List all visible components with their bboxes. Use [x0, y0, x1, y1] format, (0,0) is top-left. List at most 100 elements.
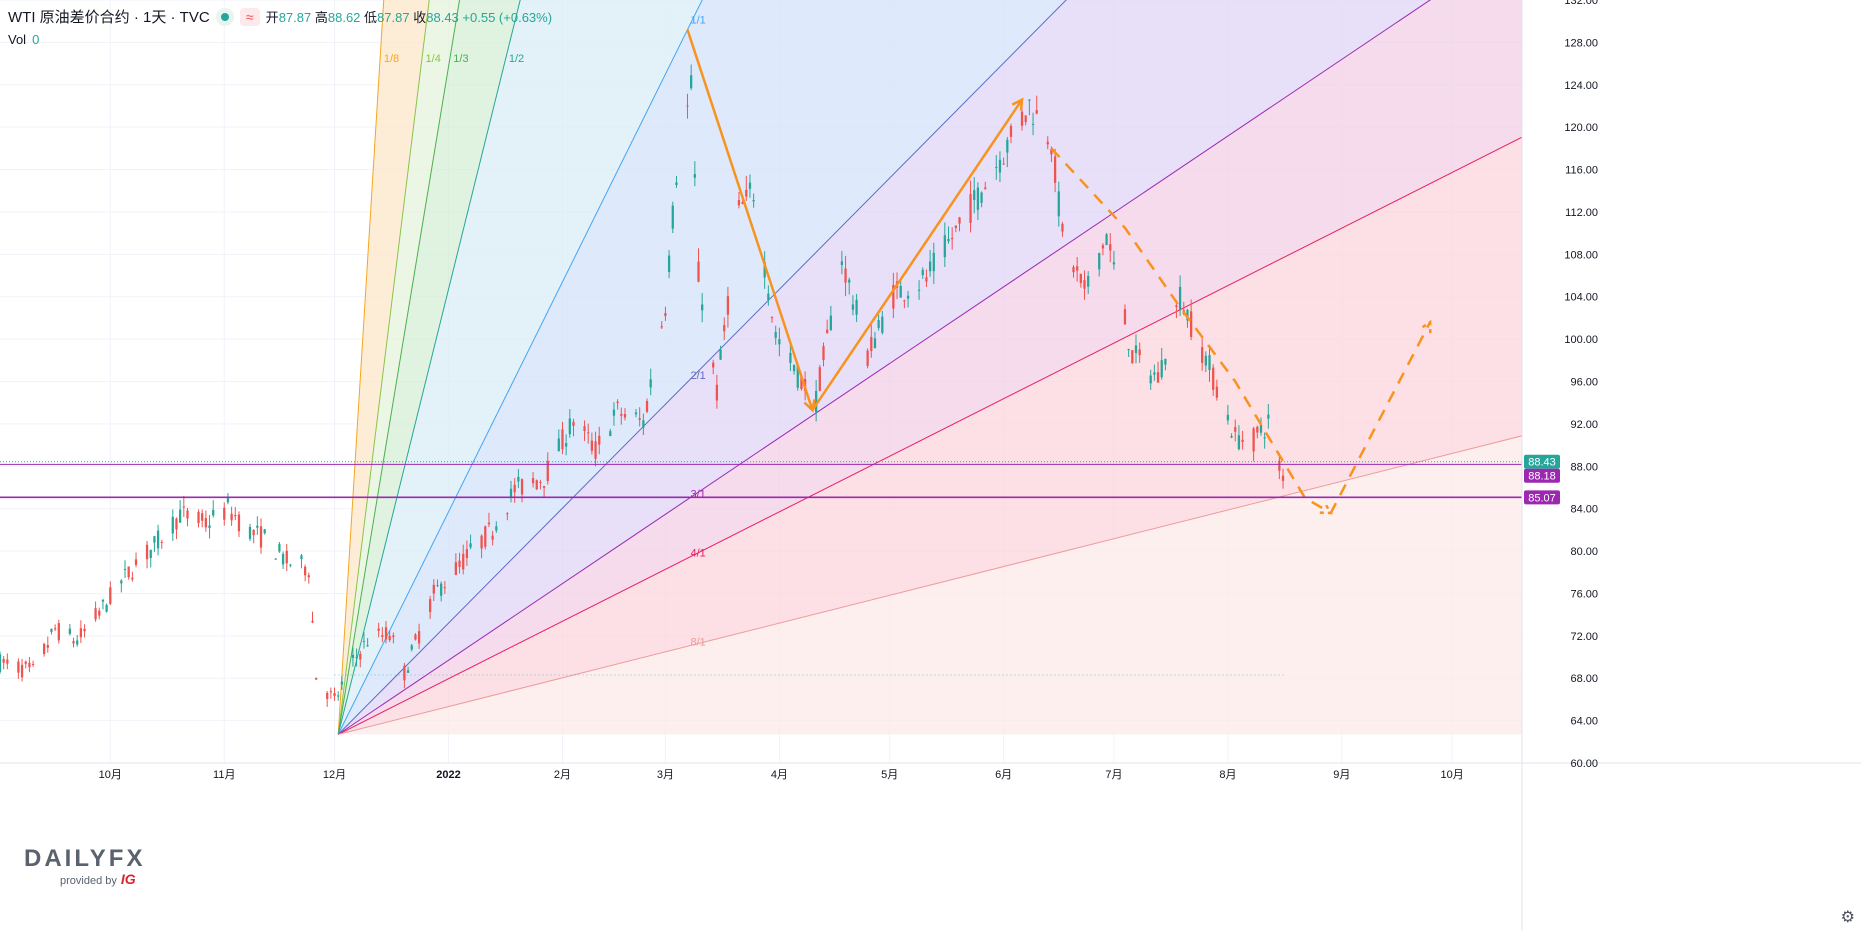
candle-body	[57, 623, 60, 641]
candle-body	[315, 677, 318, 680]
candle-body	[770, 317, 774, 319]
candle-body	[1131, 350, 1134, 364]
candle-body	[1134, 345, 1138, 354]
candle-body	[664, 313, 667, 317]
candle-body	[1189, 311, 1193, 337]
low-value: 87.87	[377, 10, 410, 25]
vol-value: 0	[32, 32, 40, 47]
candle-body	[1020, 111, 1024, 126]
wave-icon[interactable]: ≈	[239, 7, 260, 26]
candle-body	[903, 300, 906, 302]
gann-ray-label: 8/1	[690, 637, 705, 649]
candle-body	[307, 575, 310, 578]
candle-body	[465, 549, 469, 559]
candle-body	[1237, 435, 1241, 450]
trend-arrow-head	[803, 399, 816, 413]
candle-body	[686, 105, 689, 107]
candle-body	[94, 608, 97, 620]
candle-body	[28, 662, 31, 668]
candle-body	[1123, 309, 1127, 325]
candle-body	[723, 325, 726, 332]
candle-body	[590, 440, 594, 451]
candle-body	[539, 482, 542, 484]
candle-body	[248, 526, 252, 539]
market-status-icon[interactable]	[215, 7, 234, 26]
candle-body	[333, 693, 336, 696]
candle-body	[789, 352, 792, 363]
candle-body	[719, 349, 722, 360]
gann-ray	[337, 0, 703, 735]
candle-body	[690, 75, 693, 89]
candle-body	[928, 261, 932, 272]
candle-body	[542, 485, 546, 488]
gann-ray-label: 1/8	[384, 53, 399, 65]
candle-body	[726, 296, 730, 315]
candle-body	[572, 421, 575, 426]
candle-body	[881, 316, 884, 333]
x-tick-label: 12月	[323, 769, 346, 781]
candle-body	[410, 645, 413, 650]
candle-body	[932, 252, 935, 272]
candle-body	[1160, 360, 1163, 378]
candle-body	[954, 225, 957, 228]
x-tick-label: 6月	[995, 769, 1012, 781]
y-tick-label: 88.00	[1570, 461, 1598, 473]
candle-body	[906, 295, 910, 299]
symbol-title[interactable]: WTI 原油差价合约 · 1天 · TVC	[8, 9, 210, 26]
y-tick-label: 128.00	[1564, 37, 1598, 49]
trend-arrow-head	[1011, 97, 1024, 111]
vol-label: Vol	[8, 32, 27, 47]
candle-body	[774, 332, 777, 338]
candle-body	[278, 543, 281, 552]
price-tag-label: 88.18	[1528, 471, 1556, 483]
candle-body	[381, 635, 384, 637]
gann-ray	[338, 435, 1522, 735]
candle-body	[1109, 244, 1112, 251]
y-tick-label: 116.00	[1565, 165, 1598, 177]
candle-body	[815, 390, 818, 413]
candle-body	[1087, 275, 1090, 287]
candle-body	[792, 364, 796, 372]
candle-body	[598, 435, 601, 445]
gear-icon[interactable]: ⚙	[1840, 909, 1855, 926]
candle-body	[870, 336, 873, 351]
candle-body	[980, 192, 983, 203]
candle-body	[1153, 372, 1156, 375]
candle-body	[1031, 123, 1035, 125]
candle-body	[340, 681, 344, 685]
candle-body	[487, 522, 491, 525]
close-value: 88.43	[426, 10, 459, 25]
candle-body	[778, 339, 781, 345]
gann-fan: 1/8 1/4 1/3 1/2 1/1 2/1 3/1 4/1 8/1	[337, 0, 1522, 735]
candle-body	[1267, 414, 1270, 419]
gann-ray-label: 1/3	[453, 53, 468, 65]
x-tick-label: 11月	[213, 769, 235, 781]
candle-body	[984, 187, 987, 190]
candle-body	[693, 174, 696, 178]
candle-body	[1241, 439, 1244, 442]
candle-body	[289, 564, 292, 566]
candle-body	[642, 420, 645, 428]
candle-body	[1053, 156, 1057, 183]
candle-body	[1175, 305, 1178, 307]
candle-body	[638, 418, 641, 420]
candle-body	[83, 628, 86, 632]
candle-body	[1083, 280, 1086, 289]
candle-body	[72, 641, 75, 644]
gann-ray-label: 4/1	[690, 548, 705, 560]
candle-body	[351, 654, 355, 658]
candle-body	[362, 640, 366, 642]
candle-body	[171, 516, 174, 534]
candle-body	[1226, 414, 1230, 421]
gann-fan-zone	[338, 0, 703, 735]
candle-body	[145, 544, 149, 560]
candle-body	[204, 518, 208, 528]
candle-body	[208, 525, 211, 529]
candle-body	[212, 509, 215, 516]
candle-body	[671, 205, 674, 229]
candle-body	[892, 284, 895, 309]
candle-body	[458, 560, 461, 567]
candle-body	[921, 269, 924, 276]
candle-body	[120, 580, 123, 584]
